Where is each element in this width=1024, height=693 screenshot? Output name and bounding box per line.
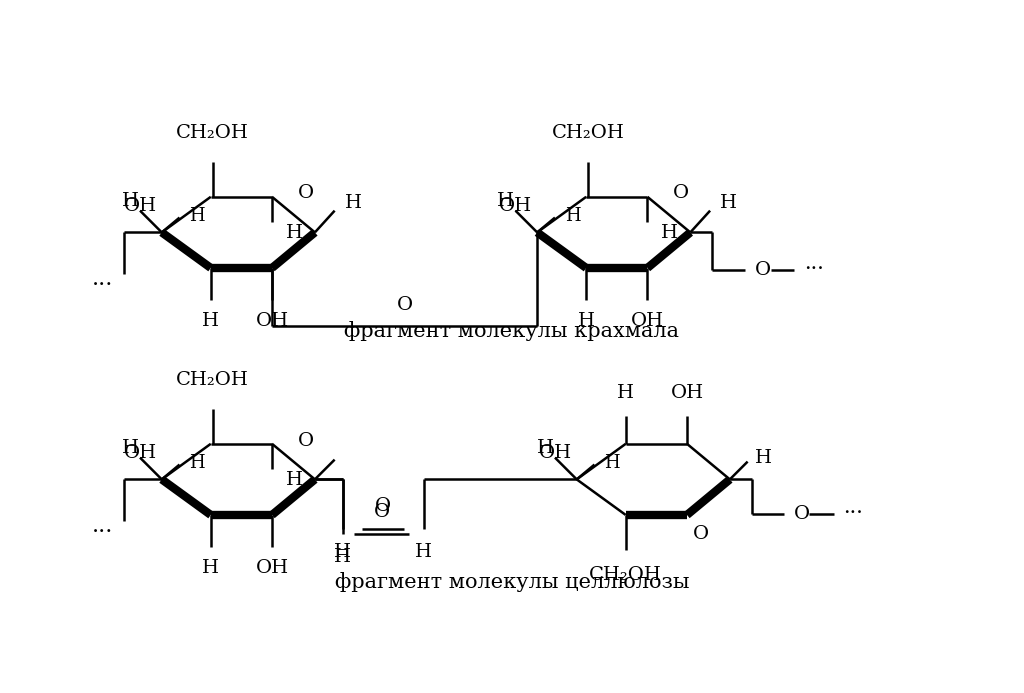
Text: H: H xyxy=(122,192,138,210)
Text: OH: OH xyxy=(255,559,289,577)
Text: CH₂OH: CH₂OH xyxy=(552,125,625,143)
Text: ···: ··· xyxy=(804,261,824,279)
Text: H: H xyxy=(286,471,303,489)
Text: H: H xyxy=(203,313,219,331)
Text: CH₂OH: CH₂OH xyxy=(176,125,249,143)
Text: OH: OH xyxy=(255,313,289,331)
Text: H: H xyxy=(203,559,219,577)
Text: OH: OH xyxy=(671,385,703,403)
Text: ···: ··· xyxy=(844,505,863,523)
Text: H: H xyxy=(617,385,634,403)
Text: OH: OH xyxy=(499,197,532,215)
Text: O: O xyxy=(297,184,313,202)
Text: H: H xyxy=(565,207,581,225)
Text: H: H xyxy=(189,207,205,225)
Text: OH: OH xyxy=(539,444,571,462)
Text: O: O xyxy=(374,503,390,521)
Text: H: H xyxy=(537,439,554,457)
Text: ···: ··· xyxy=(92,521,114,543)
Text: ···: ··· xyxy=(92,274,114,296)
Text: H: H xyxy=(755,448,771,466)
Text: H: H xyxy=(334,547,351,565)
Text: O: O xyxy=(755,261,771,279)
Text: фрагмент молекулы целлюлозы: фрагмент молекулы целлюлозы xyxy=(335,572,689,592)
Text: CH₂OH: CH₂OH xyxy=(176,371,249,389)
Text: O: O xyxy=(375,497,391,515)
Text: H: H xyxy=(662,225,678,243)
Text: O: O xyxy=(673,184,689,202)
Text: фрагмент молекулы крахмала: фрагмент молекулы крахмала xyxy=(344,321,680,341)
Text: O: O xyxy=(794,505,810,523)
Text: O: O xyxy=(693,525,709,543)
Text: H: H xyxy=(122,439,138,457)
Text: H: H xyxy=(286,225,303,243)
Text: OH: OH xyxy=(124,444,157,462)
Text: H: H xyxy=(497,192,514,210)
Text: OH: OH xyxy=(631,313,664,331)
Text: H: H xyxy=(334,543,351,561)
Text: H: H xyxy=(578,313,595,331)
Text: H: H xyxy=(344,194,361,212)
Text: H: H xyxy=(720,194,737,212)
Text: H: H xyxy=(415,543,432,561)
Text: O: O xyxy=(297,432,313,450)
Text: O: O xyxy=(396,297,413,315)
Text: CH₂OH: CH₂OH xyxy=(589,566,663,584)
Text: H: H xyxy=(189,454,205,472)
Text: H: H xyxy=(604,454,620,472)
Text: OH: OH xyxy=(124,197,157,215)
